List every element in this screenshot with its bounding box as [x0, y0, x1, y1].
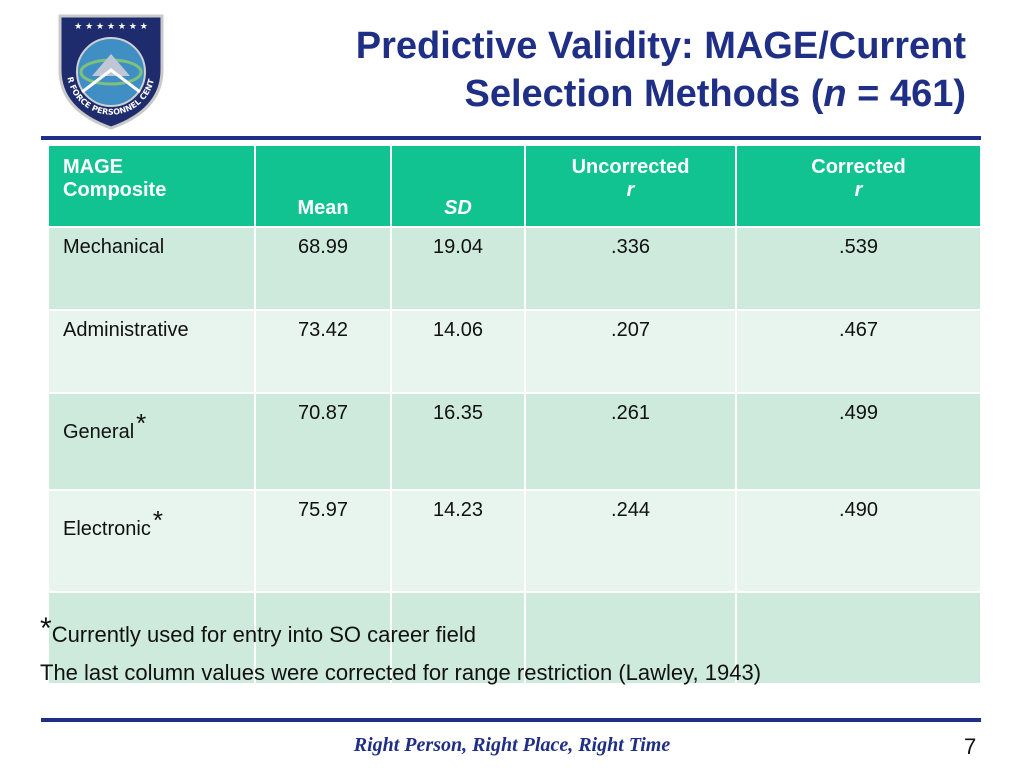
composite-label: Administrative [63, 319, 189, 341]
footnote-current-use: *Currently used for entry into SO career… [40, 612, 476, 648]
title-line-2: Selection Methods (n = 461) [186, 70, 966, 118]
cell-corrected: .539 [735, 226, 982, 311]
header-corrected-line-1: Corrected [811, 156, 906, 178]
cell-mean: 73.42 [254, 309, 392, 394]
composite-label: Mechanical [63, 236, 165, 258]
svg-text:★ ★ ★ ★ ★ ★ ★: ★ ★ ★ ★ ★ ★ ★ [74, 22, 148, 32]
cell-uncorrected: .207 [524, 309, 737, 394]
table-row: General* 70.87 16.35 .261 .499 [47, 392, 982, 491]
cell-composite: Mechanical [47, 226, 256, 311]
footnote-correction: The last column values were corrected fo… [40, 660, 762, 685]
slide-title: Predictive Validity: MAGE/Current Select… [186, 22, 966, 118]
header-corrected: Corrected r [735, 144, 982, 228]
footer-tagline: Right Person, Right Place, Right Time [353, 734, 671, 756]
top-divider [41, 136, 981, 140]
bottom-divider [41, 718, 981, 722]
cell-corrected: .499 [735, 392, 982, 491]
cell-empty [254, 591, 392, 685]
cell-corrected: .467 [735, 309, 982, 394]
title-line-2-prefix: Selection Methods ( [464, 73, 824, 115]
cell-composite: Administrative [47, 309, 256, 394]
table-row-empty [47, 591, 982, 685]
header-mean: Mean [254, 144, 392, 228]
header-composite: MAGE Composite [47, 144, 256, 228]
header-composite-line-2: Composite [63, 179, 167, 201]
cell-empty [390, 591, 526, 685]
cell-empty [524, 591, 737, 685]
header-composite-line-1: MAGE [63, 156, 123, 178]
cell-sd: 16.35 [390, 392, 526, 491]
cell-mean: 68.99 [254, 226, 392, 311]
header-uncorrected: Uncorrected r [524, 144, 737, 228]
page-number: 7 [964, 734, 977, 759]
footnote-asterisk: * [40, 612, 52, 645]
cell-uncorrected: .244 [524, 489, 737, 593]
cell-sd: 19.04 [390, 226, 526, 311]
cell-composite: Electronic* [47, 489, 256, 593]
title-line-1: Predictive Validity: MAGE/Current [355, 25, 966, 67]
table-header-row: MAGE Composite Mean SD Uncorrected r Cor… [47, 144, 982, 228]
cell-sd: 14.06 [390, 309, 526, 394]
header-uncorrected-line-1: Uncorrected [571, 156, 690, 178]
cell-empty [735, 591, 982, 685]
table-row: Electronic* 75.97 14.23 .244 .490 [47, 489, 982, 593]
header-corrected-line-2: r [854, 179, 863, 201]
cell-sd: 14.23 [390, 489, 526, 593]
composite-label: Electronic [63, 518, 151, 540]
header-sd-label: SD [444, 197, 472, 219]
afpc-shield-logo: ★ ★ ★ ★ ★ ★ ★ AIR FORCE PERSONNEL CENTER [52, 10, 164, 130]
composite-label: General [63, 421, 135, 443]
cell-mean: 70.87 [254, 392, 392, 491]
cell-composite: General* [47, 392, 256, 491]
validity-table: MAGE Composite Mean SD Uncorrected r Cor… [47, 144, 982, 685]
cell-corrected: .490 [735, 489, 982, 593]
header-sd: SD [390, 144, 526, 228]
cell-uncorrected: .261 [524, 392, 737, 491]
title-n-symbol: n [823, 73, 847, 115]
header-mean-label: Mean [297, 197, 349, 219]
asterisk-marker: * [152, 505, 163, 535]
header-uncorrected-line-2: r [626, 179, 635, 201]
title-line-2-suffix: = 461) [846, 73, 966, 115]
cell-uncorrected: .336 [524, 226, 737, 311]
table-row: Mechanical 68.99 19.04 .336 .539 [47, 226, 982, 311]
cell-empty [47, 591, 256, 685]
cell-mean: 75.97 [254, 489, 392, 593]
asterisk-marker: * [136, 408, 147, 438]
table-row: Administrative 73.42 14.06 .207 .467 [47, 309, 982, 394]
footnote-text: Currently used for entry into SO career … [51, 622, 476, 647]
